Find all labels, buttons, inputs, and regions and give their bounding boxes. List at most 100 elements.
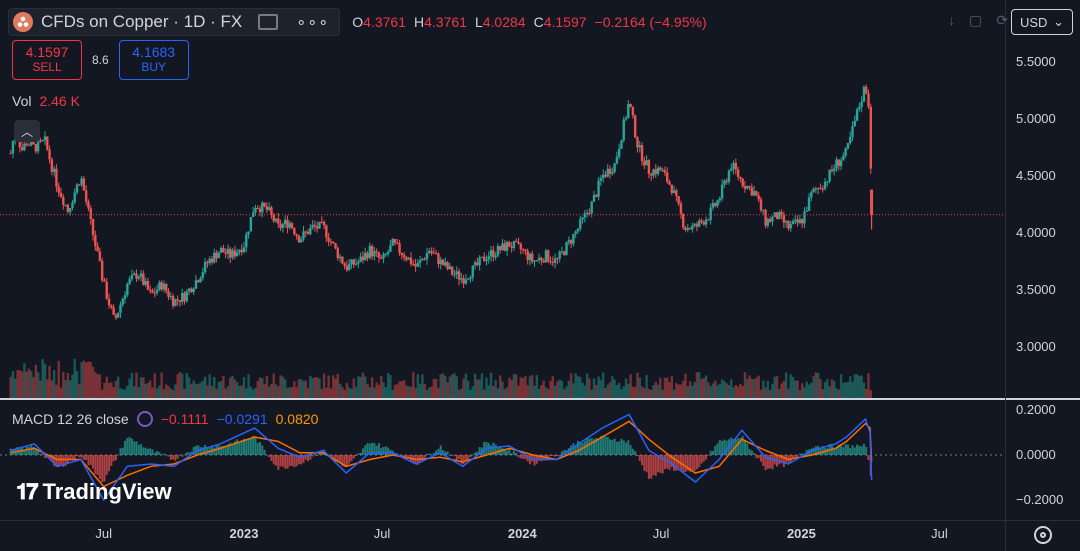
candle-body: [832, 168, 836, 171]
currency-selector[interactable]: USD ⌄: [1011, 9, 1073, 35]
macd-hist-bar: [57, 455, 60, 468]
candle-body: [846, 143, 850, 149]
volume-bar: [615, 384, 619, 398]
candle-body: [222, 247, 225, 253]
volume-bar: [741, 385, 744, 398]
tradingview-logo-icon: 𝟏𝟕: [16, 479, 39, 504]
macd-hist-bar: [759, 455, 762, 462]
macd-hist-bar: [236, 439, 239, 455]
volume-bar: [206, 385, 209, 398]
candle-body: [50, 159, 54, 172]
volume-bar: [96, 374, 99, 398]
maximize-icon[interactable]: ▢: [969, 12, 983, 28]
pane-separator[interactable]: [0, 398, 1080, 400]
volume-bar: [855, 374, 859, 398]
candle-body: [368, 245, 372, 258]
candle-body: [718, 198, 722, 201]
indicator-icon[interactable]: [136, 411, 153, 427]
volume-bar: [567, 380, 571, 398]
sell-button[interactable]: 4.1597 SELL: [12, 40, 82, 80]
candle-body: [203, 261, 207, 273]
price-axis[interactable]: [1005, 0, 1080, 520]
macd-hist-bar: [252, 435, 255, 455]
volume-bar: [723, 381, 726, 398]
candle-body: [135, 273, 138, 279]
candle-body: [624, 117, 628, 120]
macd-hist-bar: [840, 444, 843, 455]
macd-hist-bar: [215, 445, 218, 455]
pane-controls: ↓ ▢ ⟳: [948, 12, 1008, 29]
candle-body: [743, 186, 747, 189]
candle-body: [84, 190, 88, 202]
candle-body: [462, 278, 465, 284]
candle-body: [382, 254, 385, 259]
visibility-icon[interactable]: [258, 14, 279, 30]
candle-body: [133, 273, 136, 276]
macd-hist-bar: [471, 454, 474, 456]
volume-bar: [139, 377, 143, 398]
candle-body: [489, 250, 493, 257]
macd-hist-bar: [663, 455, 666, 470]
chevron-up-icon[interactable]: ︿: [14, 120, 40, 142]
candle-body: [839, 160, 843, 167]
candle-body: [794, 219, 797, 222]
macd-hist-bar: [165, 454, 168, 456]
candle-body: [405, 257, 408, 260]
buy-button[interactable]: 4.1683 BUY: [118, 40, 189, 80]
close-value: 4.1597: [543, 14, 587, 30]
volume-bar: [391, 389, 394, 398]
volume-bar: [229, 377, 232, 398]
candle-body: [119, 304, 122, 313]
macd-hist-bar: [137, 444, 140, 455]
volume-bar: [462, 378, 465, 398]
time-axis[interactable]: [0, 520, 1005, 551]
candle-body: [800, 219, 804, 224]
volume-bar: [812, 376, 815, 398]
volume-bar: [265, 376, 269, 398]
macd-hist-bar: [862, 443, 865, 455]
macd-hist-bar: [570, 445, 573, 455]
refresh-icon[interactable]: ⟳: [996, 12, 1008, 28]
candle-body: [851, 126, 854, 137]
volume-label: Vol: [12, 93, 32, 109]
candle-body: [277, 218, 280, 224]
macd-hist-bar: [286, 455, 289, 469]
more-options-icon[interactable]: ∘∘∘: [296, 14, 330, 31]
candle-body: [720, 184, 724, 199]
candle-body: [100, 260, 104, 281]
macd-hist-bar: [295, 455, 298, 467]
macd-hist-bar: [174, 455, 177, 461]
macd-hist-bar: [405, 455, 408, 458]
macd-hist-bar: [277, 455, 280, 470]
gear-icon[interactable]: [1034, 526, 1052, 544]
candle-body: [455, 271, 458, 275]
candle-body: [508, 241, 511, 247]
time-tick-label: Jul: [373, 526, 391, 541]
arrow-down-icon[interactable]: ↓: [948, 12, 955, 28]
candle-body: [778, 212, 781, 220]
volume-bar: [505, 387, 509, 398]
macd-hist-bar: [625, 442, 628, 455]
volume-bar: [137, 387, 140, 398]
macd-hist-bar: [711, 450, 714, 455]
volume-bar: [457, 389, 461, 398]
candle-body: [727, 170, 731, 182]
macd-hist-bar: [199, 447, 202, 455]
symbol-selector[interactable]: CFDs on Copper · 1D · FX ∘∘∘: [8, 8, 341, 36]
volume-bar: [574, 373, 577, 398]
volume-bar: [286, 387, 289, 398]
macd-hist-bar: [176, 455, 179, 459]
candle-body: [519, 243, 523, 250]
macd-hist-bar: [574, 445, 577, 455]
macd-hist-bar: [311, 455, 314, 457]
macd-hist-bar: [50, 455, 53, 462]
volume-bar: [123, 389, 127, 398]
macd-hist-bar: [291, 455, 294, 466]
volume-bar: [155, 388, 159, 398]
macd-hist-bar: [229, 442, 232, 455]
volume-bar: [405, 385, 408, 398]
volume-bar: [299, 379, 303, 398]
macd-hist-bar: [110, 455, 113, 467]
macd-hist-bar: [618, 441, 621, 455]
